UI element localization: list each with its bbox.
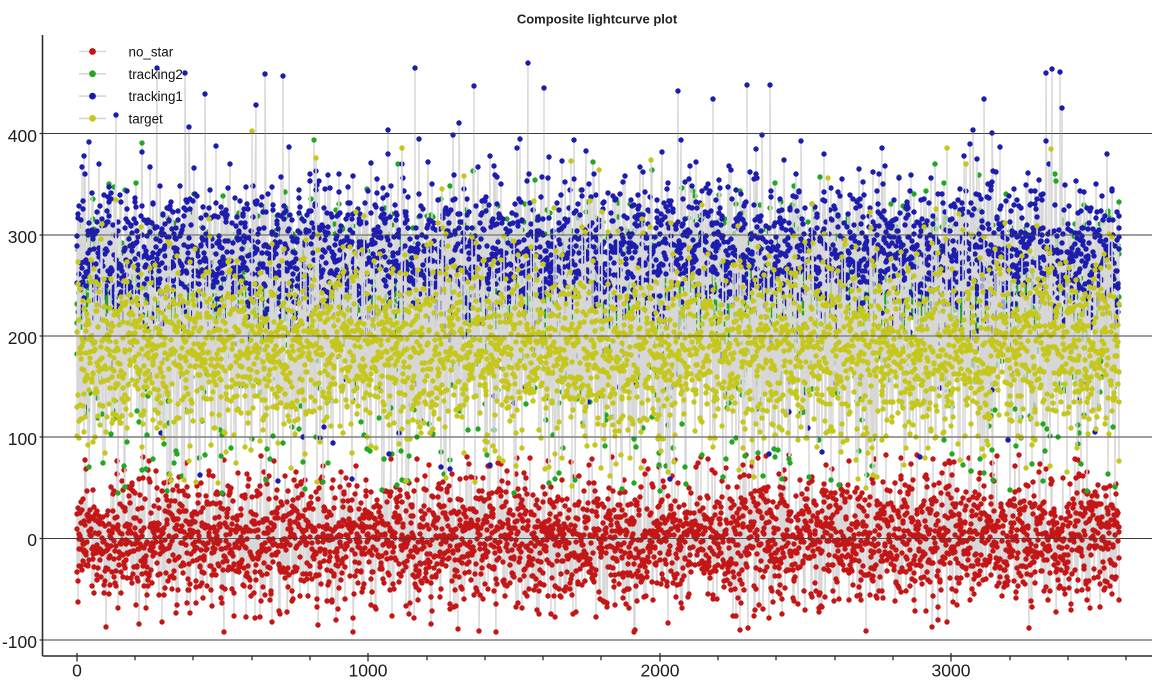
svg-text:0: 0: [72, 661, 82, 681]
svg-text:2000: 2000: [641, 661, 680, 681]
svg-text:400: 400: [8, 126, 37, 146]
svg-text:1000: 1000: [349, 661, 388, 681]
svg-text:200: 200: [8, 328, 37, 348]
svg-text:Composite lightcurve plot: Composite lightcurve plot: [517, 12, 678, 27]
svg-text:-100: -100: [2, 632, 37, 652]
svg-text:no_star: no_star: [129, 45, 174, 60]
svg-text:tracking1: tracking1: [129, 89, 183, 104]
svg-text:100: 100: [8, 429, 37, 449]
svg-text:3000: 3000: [932, 661, 971, 681]
svg-text:target: target: [129, 111, 164, 126]
svg-text:tracking2: tracking2: [129, 67, 183, 82]
svg-text:0: 0: [27, 530, 37, 550]
svg-text:300: 300: [8, 227, 37, 247]
